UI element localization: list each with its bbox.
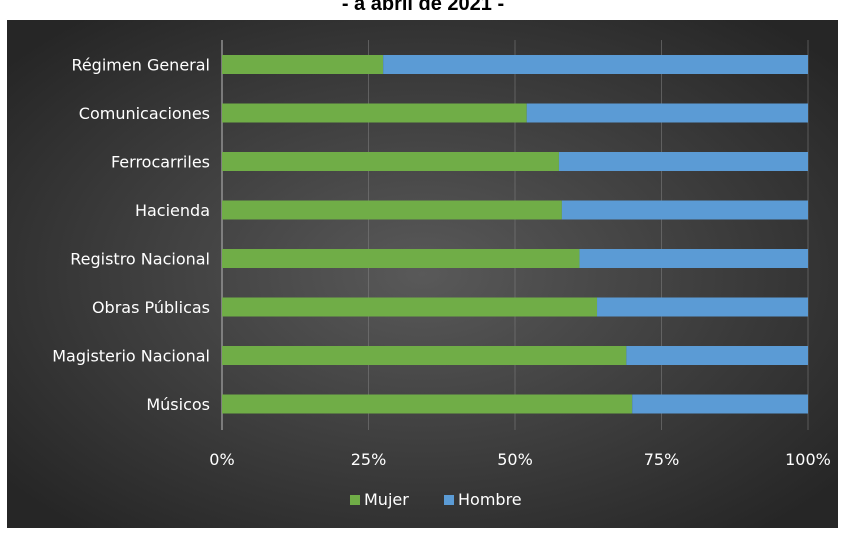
bar-mujer [222, 200, 562, 220]
bar-mujer [222, 152, 559, 171]
bar-mujer [222, 103, 527, 123]
legend-label-mujer: Mujer [364, 490, 409, 509]
category-label: Magisterio Nacional [52, 347, 210, 366]
bar-hombre [383, 55, 808, 74]
bar-hombre [558, 152, 808, 171]
legend-swatch-mujer [350, 495, 360, 505]
category-label: Hacienda [135, 201, 210, 220]
category-label: Régimen General [71, 56, 210, 75]
x-tick-label: 100% [785, 450, 831, 469]
category-label: Registro Nacional [70, 250, 210, 269]
chart-panel: Régimen General Comunicaciones Ferrocarril… [7, 20, 838, 528]
legend-label-hombre: Hombre [458, 490, 522, 509]
category-label: Obras Públicas [92, 298, 210, 317]
legend-swatch-hombre [444, 495, 454, 505]
x-tick-label: 0% [209, 450, 234, 469]
bar-mujer [222, 394, 633, 414]
x-tick-label: 75% [644, 450, 680, 469]
bar-hombre [597, 297, 808, 317]
category-label: Músicos [146, 395, 210, 414]
bar-hombre [561, 200, 808, 220]
category-label: Ferrocarriles [111, 153, 210, 172]
bar-mujer [222, 346, 627, 365]
bar-hombre [579, 249, 808, 268]
x-tick-label: 25% [351, 450, 387, 469]
chart-background [7, 20, 838, 528]
bar-mujer [222, 249, 580, 268]
bar-mujer [222, 55, 384, 74]
x-tick-label: 50% [497, 450, 533, 469]
chart-title: - a abril de 2021 - [341, 0, 505, 15]
bar-chart: Régimen General Comunicaciones Ferrocarril… [7, 20, 838, 528]
bar-hombre [632, 394, 808, 414]
bar-hombre [626, 346, 808, 365]
bar-hombre [526, 103, 808, 123]
category-label: Comunicaciones [79, 104, 210, 123]
bar-mujer [222, 297, 598, 317]
